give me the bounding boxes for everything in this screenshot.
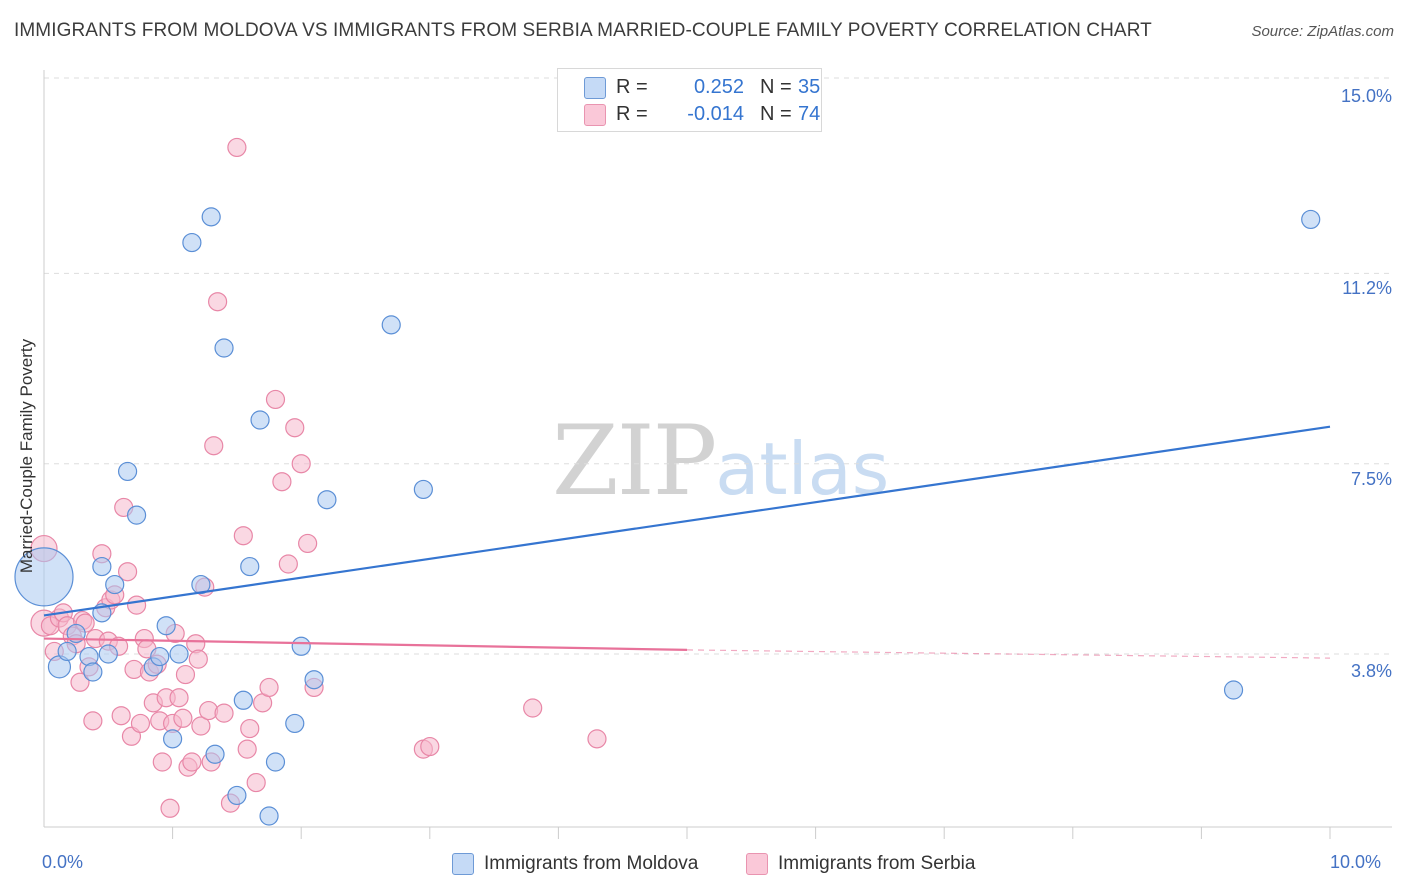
x-tick-label: 0.0%: [42, 852, 84, 872]
watermark-zip: ZIP: [552, 405, 717, 517]
moldova-point: [156, 616, 176, 636]
serbia-trend-line: [43, 637, 688, 651]
moldova-point: [1223, 680, 1244, 700]
x-tick-label: 10.0%: [1330, 852, 1382, 872]
moldova-point: [105, 574, 125, 595]
legend-r-label: R =: [616, 103, 648, 125]
serbia-point: [191, 716, 211, 736]
legend-n-value: 74: [798, 103, 821, 125]
moldova-point: [14, 547, 74, 607]
legend-n-value: 35: [798, 76, 821, 98]
y-axis-label: Married-Couple Family Poverty: [17, 338, 36, 574]
moldova-point: [1301, 209, 1321, 230]
moldova-swatch: [584, 77, 606, 99]
chart-title: IMMIGRANTS FROM MOLDOVA VS IMMIGRANTS FR…: [14, 20, 1152, 41]
serbia-point: [272, 472, 292, 492]
axes: [43, 70, 1392, 839]
serbia-point: [587, 729, 607, 749]
serbia-point: [117, 562, 138, 582]
moldova-point: [66, 623, 86, 644]
moldova-point: [191, 574, 211, 595]
y-tick-label: 11.2%: [1342, 278, 1392, 298]
moldova-point: [182, 232, 202, 253]
moldova-point: [381, 315, 401, 335]
moldova-point: [227, 785, 247, 806]
serbia-point: [130, 713, 151, 734]
moldova-point: [413, 479, 433, 500]
serbia-point: [208, 292, 228, 312]
serbia-point: [285, 418, 305, 438]
serbia-point: [246, 772, 266, 793]
serbia-point: [233, 526, 253, 546]
serbia-point: [111, 706, 131, 726]
serbia-point: [152, 752, 172, 772]
serbia-point: [278, 554, 298, 574]
serbia-point: [160, 798, 180, 818]
moldova-point: [92, 556, 112, 577]
source-credit: Source: ZipAtlas.com: [1251, 23, 1394, 40]
moldova-point: [117, 461, 138, 482]
moldova-point: [233, 690, 253, 710]
serbia-point: [227, 137, 247, 158]
y-tick-label: 7.5%: [1350, 469, 1392, 489]
legend-n-label: N =: [760, 76, 792, 98]
serbia-swatch: [746, 853, 768, 875]
serbia-point: [523, 698, 543, 718]
legend-r-value: 0.252: [693, 76, 744, 98]
legend-r-label: R =: [616, 76, 648, 98]
moldova-point: [240, 556, 260, 577]
serbia-point: [420, 736, 440, 757]
serbia-point: [83, 711, 103, 731]
moldova-point: [205, 744, 225, 764]
serbia-swatch: [584, 104, 606, 126]
correlation-legend: R = 0.252 N = 35 R = -0.014 N = 74: [557, 68, 822, 132]
serbia-point: [126, 595, 147, 615]
legend-r-value: -0.014: [687, 103, 744, 125]
y-tick-label: 3.8%: [1350, 661, 1392, 681]
bottom-legend-label: Immigrants from Serbia: [778, 853, 976, 874]
moldova-point: [98, 644, 118, 664]
serbia-point: [182, 752, 202, 772]
watermark-atlas: atlas: [715, 427, 890, 511]
moldova-point: [163, 729, 183, 749]
moldova-trend-line: [43, 425, 1331, 617]
serbia-point: [240, 718, 260, 739]
serbia-point: [237, 739, 257, 759]
moldova-point: [250, 410, 270, 430]
moldova-point: [83, 662, 103, 682]
serbia-point: [169, 688, 189, 708]
serbia-points: [30, 137, 607, 818]
trend-lines: [43, 425, 1331, 659]
serbia-point: [265, 389, 286, 410]
moldova-swatch: [452, 853, 474, 875]
moldova-point: [285, 713, 305, 734]
legend-n-label: N =: [760, 103, 792, 125]
serbia-point: [259, 677, 279, 698]
moldova-point: [201, 207, 221, 227]
moldova-point: [291, 636, 311, 656]
y-tick-label: 15.0%: [1340, 86, 1392, 106]
watermark: ZIPatlas: [552, 405, 889, 517]
moldova-point: [259, 806, 279, 826]
serbia-point: [298, 533, 318, 554]
serbia-point: [188, 649, 208, 669]
moldova-point: [57, 641, 77, 662]
serbia-point: [173, 708, 193, 728]
bottom-legend-label: Immigrants from Moldova: [484, 853, 699, 874]
moldova-point: [150, 646, 170, 667]
serbia-point: [291, 454, 311, 474]
serbia-point: [175, 664, 196, 685]
moldova-point: [265, 752, 286, 772]
serbia-point: [214, 703, 234, 723]
moldova-point: [317, 490, 337, 510]
moldova-point: [214, 338, 234, 358]
serbia-point: [70, 672, 90, 692]
moldova-point: [169, 644, 189, 664]
serbia-point: [204, 436, 224, 456]
serbia-trend-extension: [686, 649, 1331, 659]
moldova-points: [14, 207, 1321, 826]
moldova-point: [126, 505, 147, 525]
moldova-point: [304, 670, 324, 690]
